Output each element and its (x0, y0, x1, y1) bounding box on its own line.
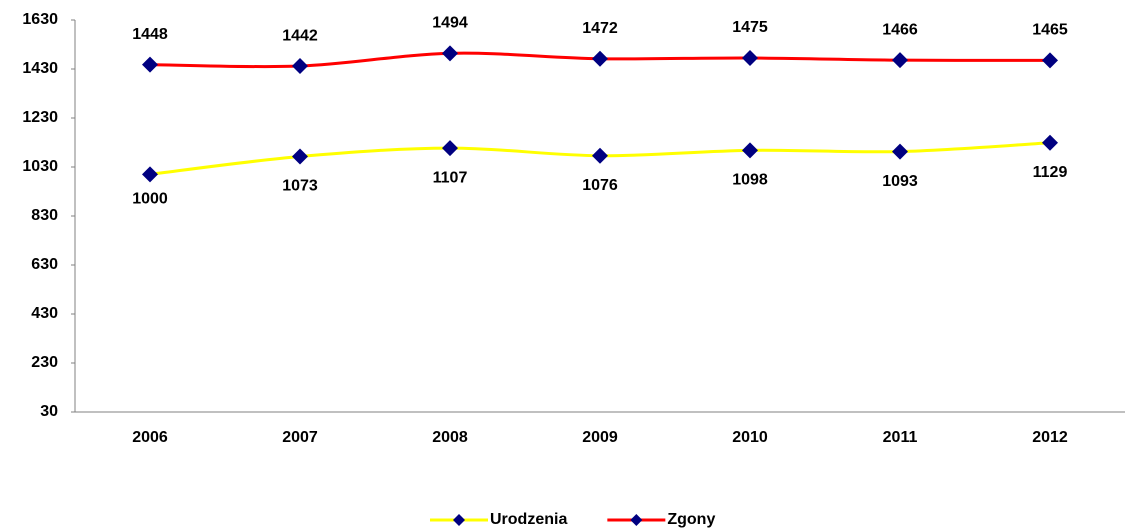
data-label: 1098 (732, 172, 768, 189)
x-tick-label: 2006 (132, 429, 168, 446)
x-tick-label: 2012 (1032, 429, 1068, 446)
marker (892, 143, 908, 160)
data-label: 1107 (433, 169, 468, 186)
marker (142, 166, 158, 183)
marker (592, 50, 608, 67)
marker (1042, 134, 1058, 151)
marker (142, 56, 158, 73)
data-label: 1494 (432, 15, 468, 32)
data-label: 1073 (282, 178, 318, 195)
x-tick-label: 2007 (282, 429, 318, 446)
data-label: 1465 (1032, 22, 1068, 39)
data-label: 1475 (732, 19, 768, 36)
data-label: 1442 (282, 27, 318, 44)
x-tick-label: 2011 (883, 429, 918, 446)
y-tick-label: 630 (31, 256, 58, 273)
marker (742, 49, 758, 66)
data-label: 1093 (882, 173, 918, 190)
marker (742, 142, 758, 159)
data-label: 1076 (582, 177, 618, 194)
data-label: 1129 (1033, 164, 1068, 181)
y-tick-label: 1430 (22, 60, 58, 77)
x-tick-label: 2008 (432, 429, 468, 446)
marker (892, 52, 908, 69)
y-tick-label: 430 (31, 305, 58, 322)
data-label: 1466 (882, 21, 918, 38)
data-label: 1000 (132, 191, 168, 208)
marker (292, 58, 308, 75)
marker (292, 148, 308, 165)
legend-label: Urodzenia (490, 511, 567, 528)
data-label: 1448 (132, 26, 168, 43)
marker (442, 140, 458, 157)
x-tick-label: 2010 (732, 429, 768, 446)
y-tick-label: 1030 (22, 158, 58, 175)
marker (442, 45, 458, 62)
marker (592, 147, 608, 164)
legend-marker (630, 514, 643, 526)
marker (1042, 52, 1058, 69)
y-tick-label: 1230 (22, 109, 58, 126)
legend-label: Zgony (667, 511, 715, 528)
data-label: 1472 (582, 20, 618, 37)
y-tick-label: 830 (31, 207, 58, 224)
y-tick-label: 1630 (22, 11, 58, 28)
y-tick-label: 30 (40, 403, 58, 420)
x-tick-label: 2009 (582, 429, 618, 446)
legend-marker (453, 514, 465, 526)
y-tick-label: 230 (31, 354, 58, 371)
